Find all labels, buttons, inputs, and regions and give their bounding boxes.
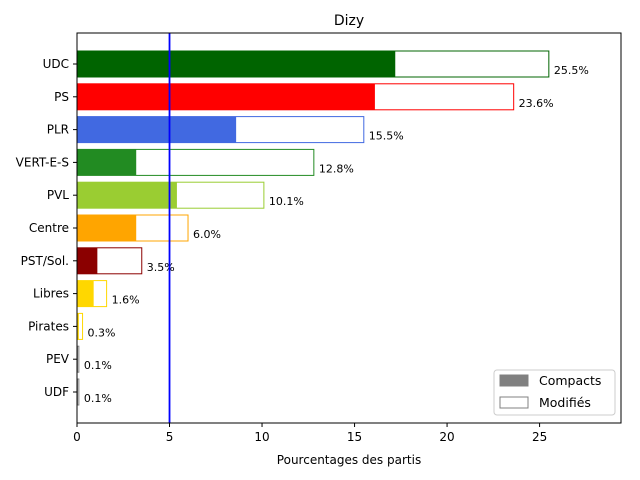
value-label-pev: 0.1%	[84, 359, 112, 372]
bar-compacts-plr	[77, 116, 237, 143]
bar-compacts-ps	[77, 83, 375, 110]
y-tick-label-pirates: Pirates	[28, 319, 69, 333]
bar-compacts-centre	[77, 215, 137, 241]
legend-swatch-compacts	[499, 374, 529, 387]
y-tick-label-udf: UDF	[44, 385, 69, 399]
value-label-pst-sol: 3.5%	[147, 261, 175, 274]
y-tick-label-pvl: PVL	[47, 188, 69, 202]
bar-compacts-pirates	[77, 313, 79, 340]
plot-frame	[76, 32, 622, 424]
y-tick-label-vert-e-s: VERT-E-S	[16, 155, 69, 169]
x-axis: 0 5 10 15 20 25	[73, 423, 547, 444]
legend-label-compacts: Compacts	[539, 373, 601, 388]
x-tick-label-20: 20	[439, 430, 454, 444]
legend: Compacts Modifiés	[493, 369, 616, 416]
y-tick-label-udc: UDC	[43, 57, 69, 71]
x-tick-label-25: 25	[532, 430, 547, 444]
legend-label-modifies: Modifiés	[539, 395, 591, 410]
y-tick-label-libres: Libres	[33, 287, 69, 301]
legend-swatch-modifies	[499, 396, 529, 409]
x-tick-label-15: 15	[347, 430, 362, 444]
bar-compacts-udc	[77, 51, 396, 77]
bar-compacts-pst-sol	[77, 247, 98, 274]
x-tick-label-0: 0	[73, 430, 81, 444]
value-label-plr: 15.5%	[369, 130, 404, 143]
y-tick-label-pst-sol: PST/Sol.	[21, 254, 69, 268]
value-label-vert-e-s: 12.8%	[319, 162, 354, 175]
x-tick-label-5: 5	[166, 430, 174, 444]
value-label-pirates: 0.3%	[88, 326, 116, 339]
y-tick-label-centre: Centre	[29, 221, 69, 235]
value-label-udf: 0.1%	[84, 392, 112, 405]
value-label-libres: 1.6%	[112, 294, 140, 307]
value-label-udc: 25.5%	[554, 64, 589, 77]
value-label-pvl: 10.1%	[269, 195, 304, 208]
bar-compacts-vert-e-s	[77, 149, 137, 176]
y-tick-label-ps: PS	[54, 90, 69, 104]
value-label-ps: 23.6%	[519, 97, 554, 110]
y-tick-label-plr: PLR	[47, 123, 69, 137]
chart-title: Dizy	[334, 13, 364, 29]
x-tick-label-10: 10	[254, 430, 269, 444]
value-label-centre: 6.0%	[193, 228, 221, 241]
x-axis-label: Pourcentages des partis	[277, 453, 421, 467]
y-axis: UDC PS PLR VERT-E-S PVL Centre PST/Sol. Libres P…	[16, 57, 77, 399]
bar-compacts-pvl	[77, 182, 177, 209]
bar-compacts-libres	[77, 280, 94, 307]
bars-layer: 25.5% 23.6% 15.5% 12.8% 10.1% 6.0% 3.5% 1.6% 0.3…	[76, 50, 589, 406]
y-tick-label-pev: PEV	[46, 352, 70, 366]
